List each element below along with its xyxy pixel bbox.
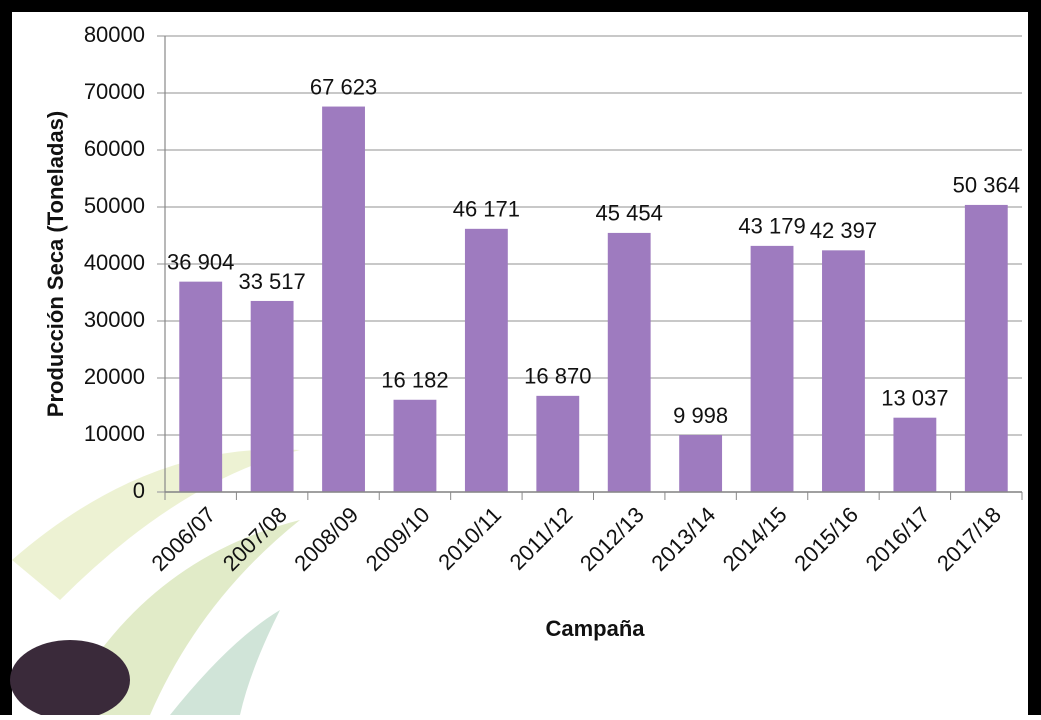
value-label: 50 364 (953, 173, 1020, 198)
bar (464, 228, 508, 492)
decoration (12, 449, 300, 600)
y-axis-label: Producción Seca (Toneladas) (43, 111, 68, 417)
y-tick-label: 50000 (84, 193, 145, 218)
decoration (170, 610, 280, 715)
bar (679, 435, 723, 492)
bar (393, 399, 437, 492)
y-tick-label: 10000 (84, 421, 145, 446)
value-label: 13 037 (881, 386, 948, 411)
y-tick-label: 20000 (84, 364, 145, 389)
y-tick-label: 30000 (84, 307, 145, 332)
y-tick-label: 80000 (84, 22, 145, 47)
value-label: 36 904 (167, 249, 234, 274)
value-label: 16 182 (381, 368, 448, 393)
bar (964, 204, 1008, 492)
bar (322, 106, 365, 493)
y-tick-label: 0 (133, 478, 145, 503)
value-label: 33 517 (238, 269, 305, 294)
y-tick-label: 60000 (84, 136, 145, 161)
value-label: 9 998 (673, 403, 728, 428)
bar (536, 395, 580, 492)
value-label: 46 171 (453, 197, 520, 222)
value-label: 42 397 (810, 218, 877, 243)
value-label: 16 870 (524, 364, 591, 389)
decoration (10, 640, 130, 720)
bar (607, 232, 651, 492)
bar (822, 250, 865, 492)
bar (893, 417, 937, 492)
bar (179, 281, 223, 492)
value-label: 67 623 (310, 74, 377, 99)
bar (750, 245, 794, 492)
value-label: 45 454 (596, 201, 663, 226)
bar (250, 300, 294, 492)
y-tick-label: 40000 (84, 250, 145, 275)
y-tick-label: 70000 (84, 79, 145, 104)
x-axis-label: Campaña (545, 616, 645, 641)
value-label: 43 179 (738, 214, 805, 239)
